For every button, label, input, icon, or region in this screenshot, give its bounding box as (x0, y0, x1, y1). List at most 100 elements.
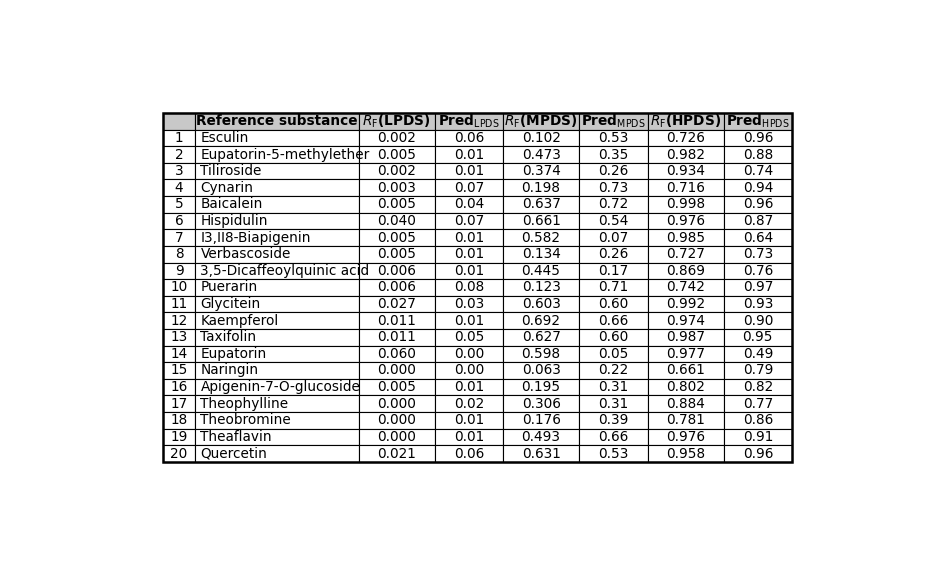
Text: 0.26: 0.26 (598, 247, 629, 261)
Text: 0.781: 0.781 (666, 414, 705, 427)
Text: 0.01: 0.01 (454, 314, 484, 328)
Text: 0.07: 0.07 (454, 214, 484, 228)
Bar (579, 346, 647, 362)
Text: 0.01: 0.01 (454, 380, 484, 394)
Text: 13: 13 (170, 330, 188, 344)
Text: 0.998: 0.998 (666, 198, 705, 211)
Text: 0.473: 0.473 (522, 147, 561, 161)
Text: 0.73: 0.73 (743, 247, 773, 261)
Text: 0.000: 0.000 (378, 430, 416, 444)
Text: Theophylline: Theophylline (201, 397, 288, 411)
Text: 0.01: 0.01 (454, 414, 484, 427)
Bar (195, 379, 359, 395)
Bar (503, 246, 579, 263)
Text: Kaempferol: Kaempferol (201, 314, 279, 328)
Text: 0.60: 0.60 (598, 330, 629, 344)
Bar (163, 229, 195, 246)
Bar (724, 196, 792, 213)
Bar (434, 263, 503, 279)
Bar (195, 263, 359, 279)
Text: 0.91: 0.91 (743, 430, 773, 444)
Bar (579, 445, 647, 462)
Bar (195, 246, 359, 263)
Text: 15: 15 (170, 363, 188, 377)
Text: 6: 6 (175, 214, 183, 228)
Bar (724, 362, 792, 379)
Text: Cynarin: Cynarin (201, 181, 254, 195)
Bar (503, 229, 579, 246)
Bar (359, 295, 434, 312)
Text: Tiliroside: Tiliroside (201, 164, 262, 178)
Bar (434, 445, 503, 462)
Bar (195, 445, 359, 462)
Bar (647, 246, 724, 263)
Text: 0.05: 0.05 (598, 347, 629, 361)
Bar (163, 346, 195, 362)
Text: Hispidulin: Hispidulin (201, 214, 268, 228)
Text: 1: 1 (175, 131, 183, 145)
Text: 0.06: 0.06 (454, 446, 484, 461)
Bar (724, 229, 792, 246)
Text: 0.198: 0.198 (522, 181, 561, 195)
Bar (579, 196, 647, 213)
Text: 0.53: 0.53 (598, 446, 629, 461)
Bar (195, 395, 359, 412)
Bar (647, 213, 724, 229)
Bar (724, 130, 792, 146)
Bar (503, 130, 579, 146)
Bar (579, 180, 647, 196)
Text: 4: 4 (175, 181, 183, 195)
Text: 0.060: 0.060 (378, 347, 416, 361)
Bar (503, 146, 579, 163)
Bar (647, 180, 724, 196)
Text: Eupatorin-5-methylether: Eupatorin-5-methylether (201, 147, 370, 161)
Bar (724, 346, 792, 362)
Text: 0.195: 0.195 (522, 380, 561, 394)
Bar (647, 312, 724, 329)
Bar (503, 263, 579, 279)
Text: 0.661: 0.661 (666, 363, 705, 377)
Bar (647, 130, 724, 146)
Text: 0.005: 0.005 (377, 198, 416, 211)
Bar (163, 263, 195, 279)
Bar (503, 346, 579, 362)
Bar (434, 362, 503, 379)
Text: 0.06: 0.06 (454, 131, 484, 145)
Bar (579, 362, 647, 379)
Text: 0.005: 0.005 (377, 147, 416, 161)
Bar (195, 346, 359, 362)
Text: 9: 9 (175, 264, 183, 278)
Text: 0.03: 0.03 (454, 297, 484, 311)
Text: 0.53: 0.53 (598, 131, 629, 145)
Bar (163, 412, 195, 429)
Text: 0.692: 0.692 (522, 314, 561, 328)
Text: 0.985: 0.985 (666, 230, 705, 245)
Bar (359, 445, 434, 462)
Bar (359, 213, 434, 229)
Bar (434, 113, 503, 130)
Bar (647, 346, 724, 362)
Bar (579, 295, 647, 312)
Text: Puerarin: Puerarin (201, 281, 258, 294)
Bar (195, 146, 359, 163)
Bar (503, 445, 579, 462)
Bar (724, 163, 792, 180)
Text: 0.003: 0.003 (378, 181, 416, 195)
Text: 0.49: 0.49 (743, 347, 773, 361)
Text: 11: 11 (170, 297, 188, 311)
Bar (163, 246, 195, 263)
Text: 0.000: 0.000 (378, 397, 416, 411)
Bar (195, 213, 359, 229)
Text: Theaflavin: Theaflavin (201, 430, 272, 444)
Bar (195, 329, 359, 346)
Bar (359, 395, 434, 412)
Text: 0.66: 0.66 (598, 314, 629, 328)
Bar (724, 279, 792, 295)
Bar (503, 295, 579, 312)
Bar (579, 229, 647, 246)
Bar (434, 429, 503, 445)
Bar (195, 279, 359, 295)
Text: 0.76: 0.76 (743, 264, 773, 278)
Text: 19: 19 (170, 430, 188, 444)
Bar (434, 146, 503, 163)
